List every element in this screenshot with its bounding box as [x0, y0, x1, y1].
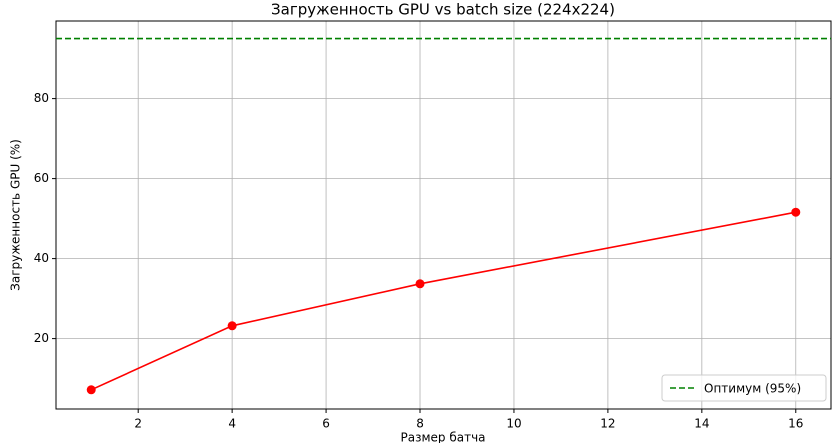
data-point [86, 385, 96, 395]
x-tick-label: 8 [416, 417, 424, 431]
data-point [227, 321, 237, 331]
x-tick-label: 10 [506, 417, 521, 431]
legend-box [661, 374, 827, 402]
data-point [791, 207, 801, 217]
y-tick-label: 60 [34, 171, 49, 185]
x-tick-label: 12 [600, 417, 615, 431]
y-tick-label: 20 [34, 331, 49, 345]
data-point [415, 279, 425, 289]
x-tick-label: 6 [322, 417, 330, 431]
y-tick-label: 80 [34, 91, 49, 105]
plot-frame [55, 20, 832, 410]
x-tick-label: 14 [694, 417, 709, 431]
chart-title: Загруженность GPU vs batch size (224x224… [271, 1, 615, 19]
x-tick-label: 16 [788, 417, 803, 431]
x-axis-label: Размер батча [400, 431, 485, 443]
x-tick-label: 2 [134, 417, 142, 431]
y-tick-label: 40 [34, 251, 49, 265]
legend-label: Оптимум (95%) [704, 382, 801, 396]
data-line [90, 211, 796, 391]
y-axis-label: Загруженность GPU (%) [9, 139, 23, 291]
x-tick-label: 4 [228, 417, 236, 431]
